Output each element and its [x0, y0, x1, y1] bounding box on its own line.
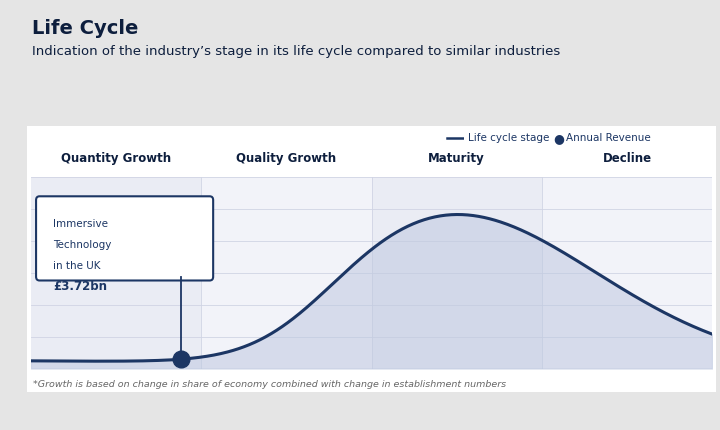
Text: £3.72bn: £3.72bn	[53, 280, 107, 294]
Text: ●: ●	[553, 132, 564, 145]
Bar	[542, 177, 712, 369]
Text: Immersive: Immersive	[53, 219, 108, 229]
Text: Annual Revenue: Annual Revenue	[566, 133, 651, 144]
Text: Indication of the industry’s stage in its life cycle compared to similar industr: Indication of the industry’s stage in it…	[32, 45, 561, 58]
Text: Life Cycle: Life Cycle	[32, 19, 139, 38]
Text: Technology: Technology	[53, 240, 112, 250]
FancyBboxPatch shape	[36, 197, 213, 280]
Bar	[372, 177, 541, 369]
Text: *Growth is based on change in share of economy combined with change in establish: *Growth is based on change in share of e…	[33, 380, 506, 389]
Text: in the UK: in the UK	[53, 261, 101, 271]
Text: Maturity: Maturity	[428, 152, 485, 165]
Bar	[31, 177, 202, 369]
Bar	[202, 177, 372, 369]
Text: Life cycle stage: Life cycle stage	[468, 133, 549, 144]
Text: Decline: Decline	[603, 152, 652, 165]
Text: Quality Growth: Quality Growth	[236, 152, 336, 165]
Text: Quantity Growth: Quantity Growth	[61, 152, 171, 165]
